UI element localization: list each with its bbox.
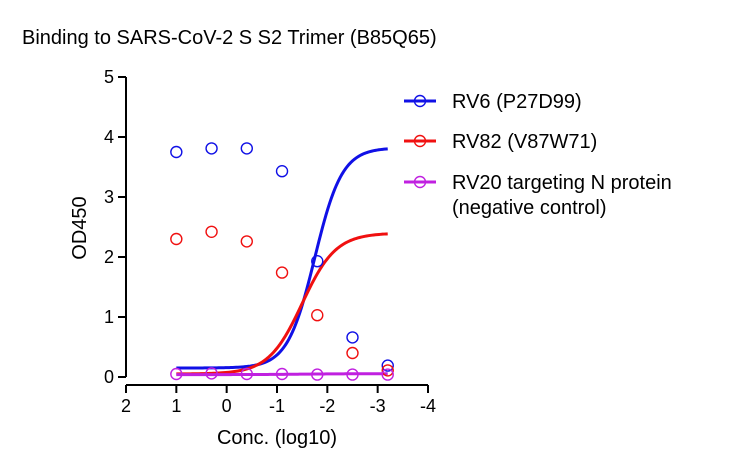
data-point-series-0 bbox=[346, 331, 359, 344]
legend: RV6 (P27D99) RV82 (V87W71) RV20 targeting … bbox=[404, 91, 672, 219]
legend-swatch-marker bbox=[413, 134, 427, 148]
y-tick-label: 0 bbox=[104, 367, 114, 387]
data-point-series-1 bbox=[240, 235, 254, 248]
legend-label: RV6 (P27D99) bbox=[452, 91, 582, 113]
data-point-series-1 bbox=[311, 309, 324, 322]
fit-curve-series-1 bbox=[176, 232, 388, 376]
fit-curve-series-2 bbox=[176, 372, 388, 377]
data-point-series-0 bbox=[275, 164, 289, 178]
data-point-series-1 bbox=[205, 225, 218, 239]
legend-label-line2: (negative control) bbox=[452, 197, 607, 219]
legend-swatch-marker bbox=[413, 175, 427, 189]
data-point-series-2 bbox=[170, 367, 183, 381]
y-tick-label: 1 bbox=[104, 307, 114, 327]
chart-title: Binding to SARS-CoV-2 S S2 Trimer (B85Q6… bbox=[22, 27, 437, 49]
y-tick-label: 2 bbox=[104, 247, 114, 267]
legend-swatch-marker bbox=[413, 94, 427, 108]
data-point-series-0 bbox=[205, 142, 218, 155]
data-point-series-1 bbox=[381, 364, 394, 377]
data-point-series-0 bbox=[170, 145, 183, 159]
x-tick-label: -1 bbox=[269, 396, 285, 416]
data-point-series-0 bbox=[311, 255, 324, 268]
legend-label: RV82 (V87W71) bbox=[452, 131, 597, 153]
data-point-series-0 bbox=[381, 359, 394, 372]
x-tick-label: 1 bbox=[171, 396, 181, 416]
y-tick-label: 5 bbox=[104, 67, 114, 87]
x-tick-label: -3 bbox=[370, 396, 386, 416]
y-tick-label: 3 bbox=[104, 187, 114, 207]
y-tick-label: 4 bbox=[104, 127, 114, 147]
axes: 0 1 2 3 4 5 2 1 0 -1 -2 -3 -4 bbox=[104, 67, 436, 416]
x-tick-label: 0 bbox=[222, 396, 232, 416]
data-point-series-2 bbox=[240, 367, 254, 381]
data-points bbox=[170, 142, 394, 381]
data-point-series-2 bbox=[311, 368, 324, 381]
legend-label: RV20 targeting N protein bbox=[452, 172, 672, 194]
x-tick-label: -4 bbox=[420, 396, 436, 416]
data-point-series-2 bbox=[275, 367, 289, 381]
data-point-series-1 bbox=[275, 266, 289, 279]
x-tick-label: 2 bbox=[121, 396, 131, 416]
data-point-series-2 bbox=[381, 368, 394, 381]
x-axis-label: Conc. (log10) bbox=[217, 427, 337, 449]
y-axis-label: OD450 bbox=[69, 196, 91, 259]
fit-curve-series-0 bbox=[176, 147, 388, 370]
x-tick-label: -2 bbox=[319, 396, 335, 416]
data-point-series-1 bbox=[170, 232, 183, 246]
data-point-series-2 bbox=[205, 367, 218, 380]
data-point-series-2 bbox=[346, 368, 359, 381]
data-point-series-0 bbox=[240, 142, 254, 155]
data-point-series-1 bbox=[346, 346, 359, 360]
